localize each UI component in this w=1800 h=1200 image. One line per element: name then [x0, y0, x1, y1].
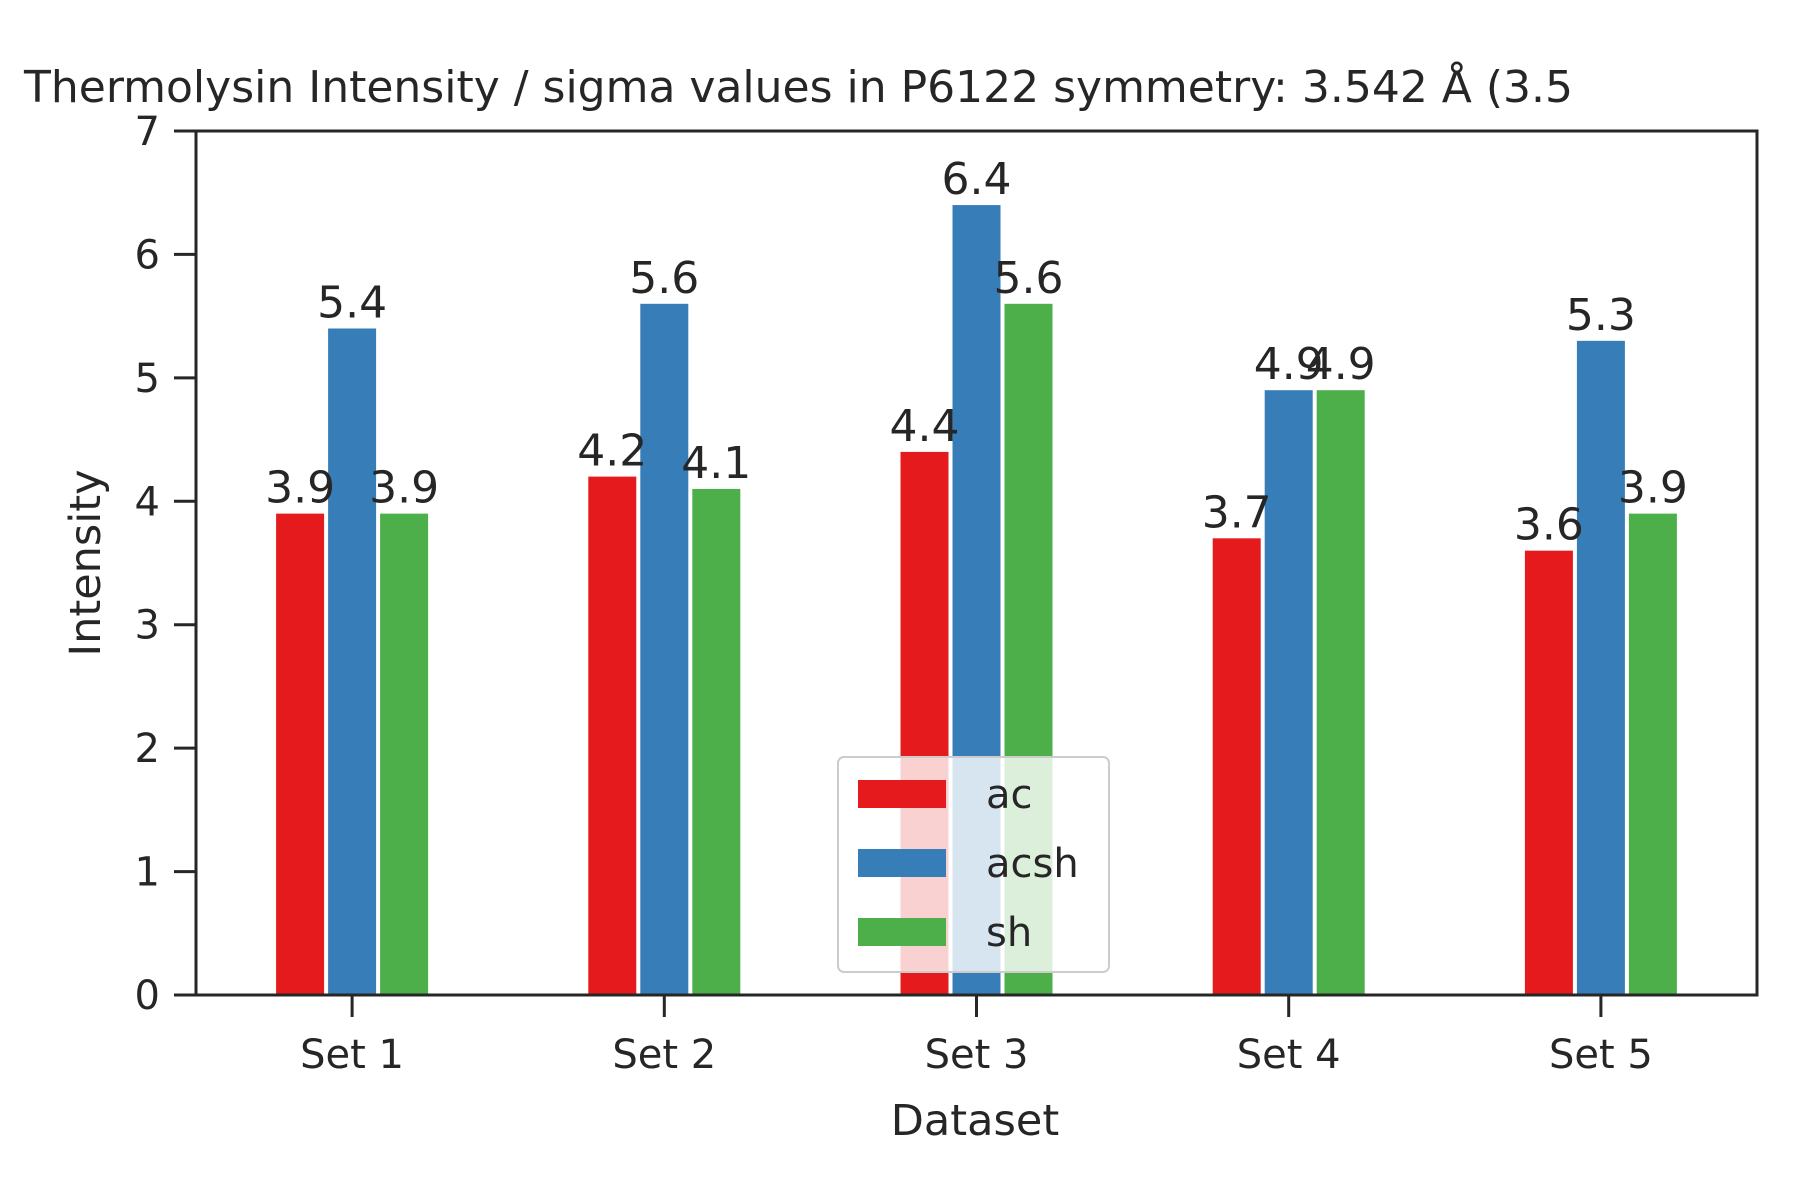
data-label: 4.9 [1254, 339, 1324, 390]
legend-swatch-acsh [858, 849, 946, 877]
data-label: 3.7 [1202, 487, 1272, 538]
bar-sh [1628, 513, 1677, 995]
bar-ac [1524, 550, 1573, 995]
bar-acsh [640, 303, 689, 995]
data-label: 5.3 [1566, 290, 1636, 341]
bar-ac [1212, 538, 1261, 995]
bar-sh [1316, 390, 1365, 995]
x-tick-label: Set 2 [612, 1032, 716, 1078]
x-tick-label: Set 5 [1549, 1032, 1653, 1078]
y-tick-label: 7 [135, 109, 160, 155]
axis-ticks: 0 1 2 3 4 5 6 7 Set 1 Set 2 Set 3 Set 4 Set 5 [135, 109, 1653, 1078]
legend-label-ac: ac [986, 772, 1033, 818]
bar-sh [380, 513, 429, 995]
data-label: 5.4 [317, 277, 387, 328]
bar-ac [276, 513, 325, 995]
bar-acsh [328, 328, 377, 995]
data-label: 4.1 [681, 438, 751, 489]
y-axis-label: Intensity [61, 469, 111, 656]
chart-title: Thermolysin Intensity / sigma values in … [23, 60, 1573, 113]
data-label: 4.9 [1306, 339, 1376, 390]
bar-acsh [1576, 340, 1625, 995]
data-label: 3.9 [369, 463, 439, 514]
plot-frame [194, 129, 1759, 997]
legend-label-acsh: acsh [986, 841, 1079, 887]
x-tick-label: Set 3 [925, 1032, 1029, 1078]
data-label: 4.2 [577, 426, 647, 477]
legend: ac acsh sh [837, 756, 1110, 973]
y-tick-label: 1 [135, 850, 160, 896]
data-label: 5.6 [994, 253, 1064, 304]
bar-ac [588, 476, 637, 996]
y-tick-label: 5 [135, 356, 160, 402]
bar-sh [692, 488, 741, 995]
y-tick-label: 3 [135, 603, 160, 649]
x-axis-label: Dataset [891, 1096, 1059, 1146]
data-label: 6.4 [942, 154, 1012, 205]
legend-label-sh: sh [986, 910, 1032, 956]
data-labels: 3.9 4.2 4.4 3.7 3.6 5.4 5.6 6.4 4.9 5.3 3.9 4.1 5.6 4… [265, 154, 1688, 551]
data-label: 4.4 [890, 401, 960, 452]
y-tick-label: 0 [135, 973, 160, 1019]
bars [276, 205, 1677, 996]
y-tick-label: 6 [135, 232, 160, 278]
legend-swatch-sh [858, 918, 946, 946]
x-tick-label: Set 4 [1237, 1032, 1341, 1078]
y-tick-label: 4 [135, 479, 160, 525]
data-label: 3.9 [1618, 463, 1688, 514]
legend-swatch-ac [858, 780, 946, 808]
data-label: 3.9 [265, 463, 335, 514]
bar-acsh [1264, 390, 1313, 995]
data-label: 5.6 [629, 253, 699, 304]
data-label: 3.6 [1514, 500, 1584, 551]
y-tick-label: 2 [135, 726, 160, 772]
x-tick-label: Set 1 [300, 1032, 404, 1078]
